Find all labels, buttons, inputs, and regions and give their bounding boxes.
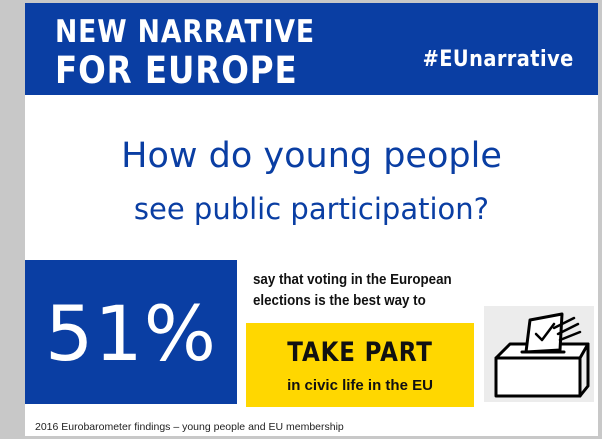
- ballot-box-icon: [484, 306, 594, 402]
- brand-title-line2: FOR EUROPE: [55, 49, 298, 92]
- stat-value: 51%: [45, 289, 217, 378]
- take-part-box: TAKE PART in civic life in the EU: [246, 323, 474, 407]
- take-part-subtext: in civic life in the EU: [287, 377, 433, 394]
- brand-title: NEW NARRATIVE FOR EUROPE: [55, 14, 357, 92]
- infographic-card: NEW NARRATIVE FOR EUROPE #EUnarrative Ho…: [25, 3, 598, 436]
- hashtag: #EUnarrative: [422, 47, 574, 72]
- question-line2: see public participation?: [133, 192, 490, 226]
- header-banner: NEW NARRATIVE FOR EUROPE #EUnarrative: [25, 3, 598, 95]
- question-line1: How do young people: [121, 136, 502, 176]
- stat-description: say that voting in the European election…: [253, 272, 452, 309]
- ballot-box-drawing: [494, 312, 590, 398]
- source-footnote: 2016 Eurobarometer findings – young peop…: [35, 421, 344, 433]
- stat-box: 51%: [25, 260, 237, 404]
- brand-title-line1: NEW NARRATIVE: [55, 14, 315, 50]
- take-part-heading: TAKE PART: [287, 337, 433, 368]
